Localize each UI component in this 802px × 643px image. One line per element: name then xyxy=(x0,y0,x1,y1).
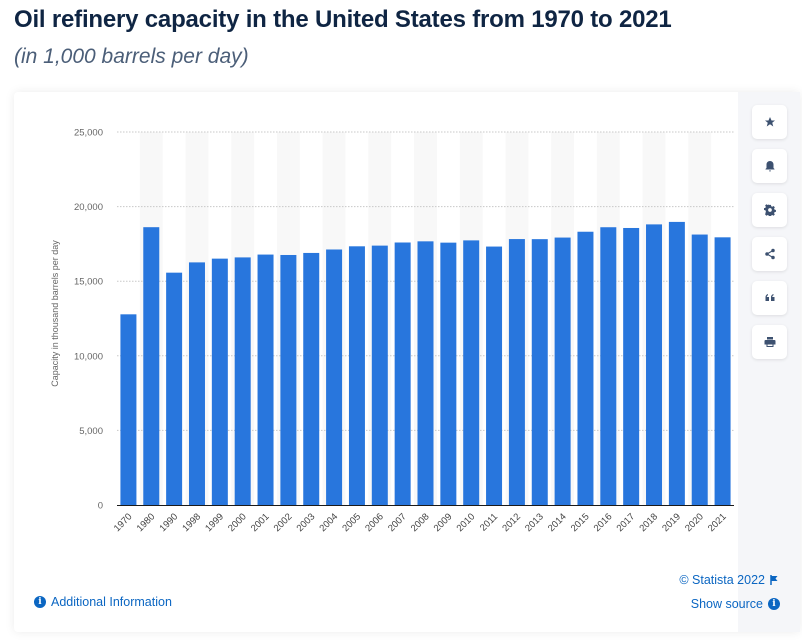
bar-2013[interactable] xyxy=(531,239,548,505)
x-tick-label: 1998 xyxy=(180,511,203,534)
bar-2006[interactable] xyxy=(371,245,388,506)
statista-copyright-link[interactable]: © Statista 2022 xyxy=(679,573,778,587)
additional-information-link[interactable]: i Additional Information xyxy=(34,595,172,609)
x-tick-label: 2008 xyxy=(409,511,432,534)
y-tick-label: 25,000 xyxy=(74,128,103,139)
show-source-link[interactable]: Show source i xyxy=(691,597,780,611)
x-tick-label: 2017 xyxy=(615,511,638,534)
bar-1999[interactable] xyxy=(211,258,228,505)
copyright-label: © Statista 2022 xyxy=(679,573,765,587)
x-tick-label: 2021 xyxy=(706,511,729,534)
x-tick-label: 2000 xyxy=(226,511,249,534)
x-tick-label: 2016 xyxy=(592,511,615,534)
bar-2017[interactable] xyxy=(623,227,640,506)
bar-2003[interactable] xyxy=(303,252,320,505)
x-tick-label: 2004 xyxy=(317,511,340,534)
quote-icon xyxy=(765,294,774,301)
x-tick-label: 2007 xyxy=(386,511,409,534)
x-tick-label: 2002 xyxy=(272,511,295,534)
star-icon xyxy=(764,117,775,127)
gear-icon xyxy=(763,204,776,216)
share-icon xyxy=(764,248,775,260)
bar-2008[interactable] xyxy=(417,241,434,506)
bar-2016[interactable] xyxy=(600,227,617,505)
bell-icon xyxy=(765,161,774,172)
bar-2004[interactable] xyxy=(326,249,343,505)
x-tick-label: 2009 xyxy=(432,511,455,534)
x-tick-label: 2014 xyxy=(546,511,569,534)
x-tick-label: 2013 xyxy=(523,511,546,534)
bar-2007[interactable] xyxy=(394,242,411,506)
print-button[interactable] xyxy=(752,325,787,359)
bar-2009[interactable] xyxy=(440,242,457,505)
bar-2010[interactable] xyxy=(463,240,480,505)
flag-icon xyxy=(770,575,778,585)
info-icon: i xyxy=(768,598,780,610)
x-tick-label: 2010 xyxy=(455,511,478,534)
notification-button[interactable] xyxy=(752,149,787,183)
x-tick-label: 1970 xyxy=(112,511,135,534)
bar-2019[interactable] xyxy=(668,221,685,506)
x-tick-label: 2005 xyxy=(340,511,363,534)
y-tick-label: 0 xyxy=(98,501,103,512)
info-icon: i xyxy=(34,596,46,608)
bar-2012[interactable] xyxy=(508,239,525,505)
chart-subtitle: (in 1,000 barrels per day) xyxy=(14,45,249,68)
cite-button[interactable] xyxy=(752,281,787,315)
x-tick-label: 1999 xyxy=(203,511,226,534)
x-tick-label: 2003 xyxy=(295,511,318,534)
x-tick-label: 2012 xyxy=(500,511,523,534)
show-source-label: Show source xyxy=(690,597,763,611)
settings-button[interactable] xyxy=(752,193,787,227)
y-tick-label: 5,000 xyxy=(79,426,103,437)
y-tick-label: 15,000 xyxy=(74,277,103,288)
additional-information-label: Additional Information xyxy=(51,595,172,609)
bar-2000[interactable] xyxy=(234,257,251,505)
print-icon xyxy=(764,337,775,347)
bar-2014[interactable] xyxy=(554,237,571,505)
y-axis-label: Capacity in thousand barrels per day xyxy=(50,240,60,387)
bar-2011[interactable] xyxy=(486,246,503,505)
favorite-button[interactable] xyxy=(752,105,787,139)
x-tick-label: 2006 xyxy=(363,511,386,534)
x-tick-label: 2018 xyxy=(637,511,660,534)
x-tick-label: 2019 xyxy=(660,511,683,534)
bar-1990[interactable] xyxy=(166,272,183,505)
x-tick-label: 2011 xyxy=(478,511,500,533)
x-tick-label: 2020 xyxy=(683,511,706,534)
x-tick-label: 2001 xyxy=(249,511,272,534)
x-tick-label: 1990 xyxy=(158,511,181,534)
x-tick-label: 1980 xyxy=(135,511,158,534)
bar-2020[interactable] xyxy=(691,234,708,505)
chart-title: Oil refinery capacity in the United Stat… xyxy=(14,6,672,33)
y-tick-label: 10,000 xyxy=(74,351,103,362)
bar-2021[interactable] xyxy=(714,237,731,505)
bar-1980[interactable] xyxy=(143,227,160,505)
share-button[interactable] xyxy=(752,237,787,271)
y-tick-label: 20,000 xyxy=(74,202,103,213)
x-tick-label: 2015 xyxy=(569,511,592,534)
bar-2002[interactable] xyxy=(280,254,297,505)
bar-2015[interactable] xyxy=(577,231,594,505)
bar-2001[interactable] xyxy=(257,254,274,505)
bar-1970[interactable] xyxy=(120,314,137,505)
bar-2005[interactable] xyxy=(348,246,365,505)
bar-2018[interactable] xyxy=(646,224,663,505)
bar-1998[interactable] xyxy=(188,262,205,505)
